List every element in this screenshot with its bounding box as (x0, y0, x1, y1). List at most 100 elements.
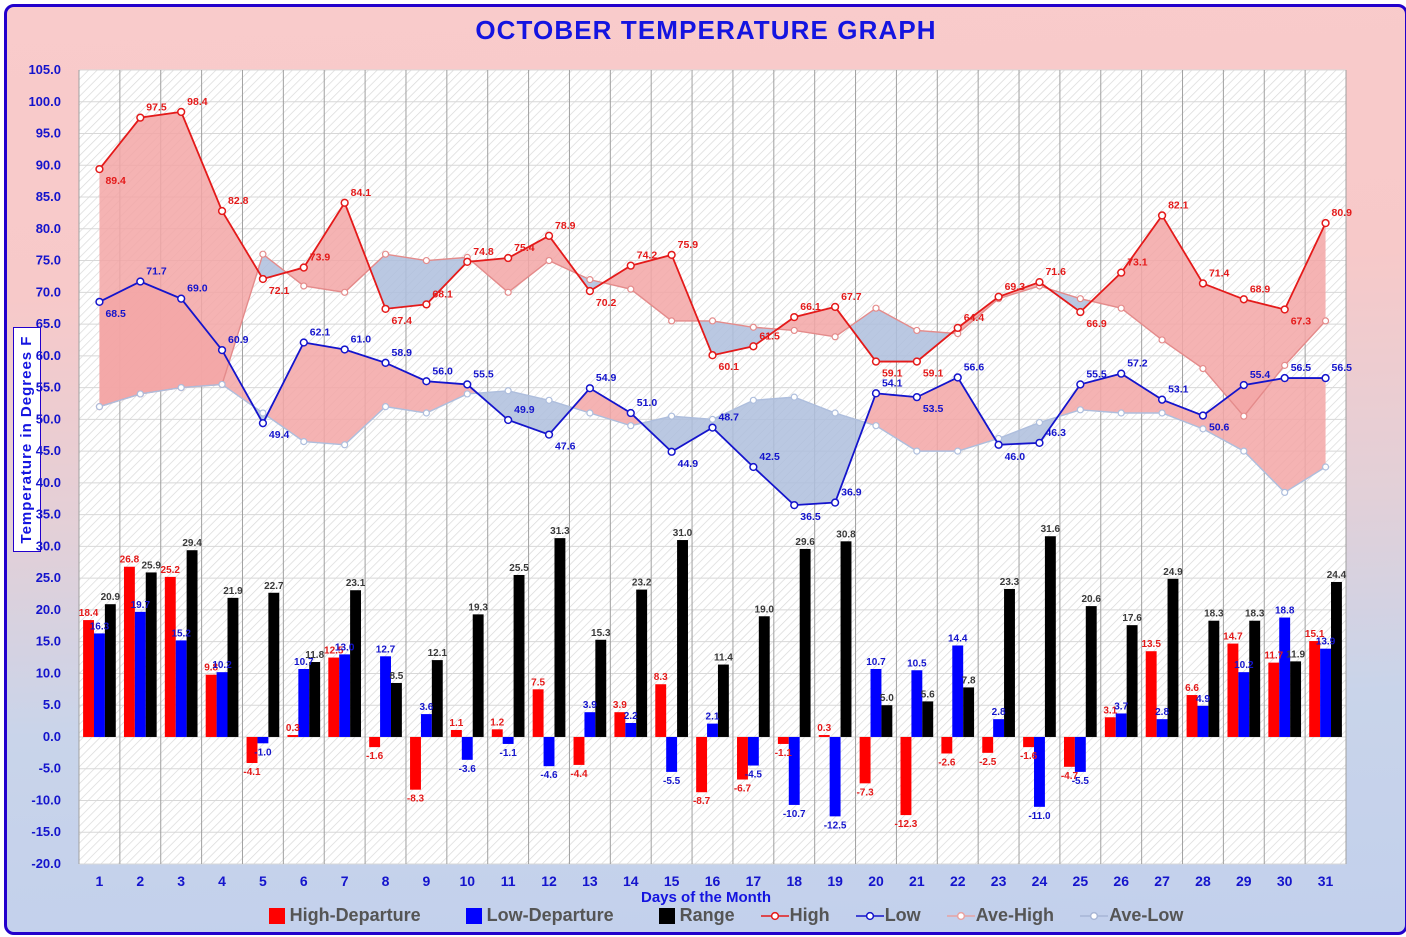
svg-text:49.9: 49.9 (514, 404, 535, 416)
svg-text:46.0: 46.0 (1005, 451, 1026, 463)
svg-text:47.6: 47.6 (555, 441, 576, 453)
svg-text:56.5: 56.5 (1332, 362, 1353, 374)
svg-text:15.2: 15.2 (171, 628, 191, 639)
svg-text:7.5: 7.5 (531, 677, 545, 688)
svg-text:24: 24 (1032, 873, 1048, 889)
svg-text:10.0: 10.0 (36, 665, 61, 680)
svg-text:53.1: 53.1 (1168, 384, 1189, 396)
svg-text:23.2: 23.2 (632, 578, 652, 589)
svg-text:73.1: 73.1 (1127, 257, 1148, 269)
svg-text:10.5: 10.5 (907, 658, 927, 669)
svg-text:67.4: 67.4 (392, 315, 413, 327)
svg-text:68.1: 68.1 (432, 288, 453, 300)
svg-text:31.6: 31.6 (1041, 524, 1061, 535)
svg-text:73.9: 73.9 (310, 252, 331, 264)
svg-text:-15.0: -15.0 (31, 824, 61, 839)
svg-text:11.8: 11.8 (305, 650, 324, 661)
svg-text:-11.0: -11.0 (1028, 811, 1051, 822)
svg-text:40.0: 40.0 (36, 475, 61, 490)
svg-text:23: 23 (991, 873, 1007, 889)
svg-text:-7.3: -7.3 (856, 787, 874, 798)
svg-text:13: 13 (582, 873, 598, 889)
svg-text:22: 22 (950, 873, 966, 889)
svg-text:68.5: 68.5 (105, 308, 126, 320)
svg-text:-5.0: -5.0 (39, 761, 61, 776)
svg-text:6: 6 (300, 873, 308, 889)
svg-text:89.4: 89.4 (105, 175, 126, 187)
svg-text:8: 8 (382, 873, 390, 889)
svg-text:54.9: 54.9 (596, 372, 617, 384)
svg-text:55.5: 55.5 (1086, 368, 1107, 380)
svg-text:21: 21 (909, 873, 925, 889)
svg-text:0.3: 0.3 (817, 723, 831, 734)
svg-text:19.0: 19.0 (755, 604, 775, 615)
svg-text:-1.6: -1.6 (1020, 751, 1038, 762)
svg-text:-4.6: -4.6 (540, 770, 558, 781)
svg-text:14.4: 14.4 (948, 633, 968, 644)
svg-text:5.0: 5.0 (880, 693, 894, 704)
svg-text:70.2: 70.2 (596, 297, 617, 309)
svg-text:58.9: 58.9 (392, 347, 413, 359)
svg-text:70.0: 70.0 (36, 284, 61, 299)
svg-text:5.6: 5.6 (921, 689, 935, 700)
svg-text:82.8: 82.8 (228, 195, 249, 207)
svg-text:11.4: 11.4 (714, 653, 733, 664)
svg-text:78.9: 78.9 (555, 220, 576, 232)
svg-text:16.3: 16.3 (90, 621, 110, 632)
svg-text:14: 14 (623, 873, 639, 889)
svg-text:50.6: 50.6 (1209, 422, 1230, 434)
svg-text:-1.6: -1.6 (366, 751, 384, 762)
svg-text:30: 30 (1277, 873, 1293, 889)
svg-text:7: 7 (341, 873, 349, 889)
svg-text:62.1: 62.1 (310, 327, 331, 339)
svg-text:11.9: 11.9 (1286, 649, 1305, 660)
svg-text:10.2: 10.2 (212, 660, 232, 671)
svg-text:27: 27 (1154, 873, 1170, 889)
svg-text:23.1: 23.1 (346, 578, 366, 589)
svg-text:10: 10 (459, 873, 475, 889)
svg-text:-4.1: -4.1 (243, 767, 261, 778)
svg-text:10.7: 10.7 (866, 657, 886, 668)
svg-text:19: 19 (827, 873, 843, 889)
svg-text:1.2: 1.2 (490, 717, 504, 728)
svg-text:0.0: 0.0 (43, 729, 61, 744)
svg-text:95.0: 95.0 (36, 126, 61, 141)
svg-text:-4.5: -4.5 (745, 770, 763, 781)
svg-text:18.8: 18.8 (1275, 606, 1295, 617)
svg-text:-12.3: -12.3 (895, 819, 918, 830)
svg-text:20.0: 20.0 (36, 602, 61, 617)
svg-text:53.5: 53.5 (923, 403, 944, 415)
svg-text:69.3: 69.3 (1005, 281, 1026, 293)
svg-text:36.9: 36.9 (841, 487, 862, 499)
svg-text:30.0: 30.0 (36, 538, 61, 553)
svg-text:75.9: 75.9 (678, 239, 699, 251)
svg-text:2.1: 2.1 (706, 712, 720, 723)
svg-text:66.1: 66.1 (800, 301, 821, 313)
svg-text:12.1: 12.1 (428, 648, 448, 659)
svg-text:-20.0: -20.0 (31, 856, 61, 871)
svg-text:65.0: 65.0 (36, 316, 61, 331)
svg-text:-6.7: -6.7 (734, 784, 752, 795)
svg-text:44.9: 44.9 (678, 458, 699, 470)
svg-text:60.9: 60.9 (228, 334, 249, 346)
svg-text:67.3: 67.3 (1291, 315, 1312, 327)
svg-text:24.9: 24.9 (1163, 567, 1183, 578)
svg-text:5.0: 5.0 (43, 697, 61, 712)
svg-text:20.6: 20.6 (1082, 594, 1102, 605)
svg-text:31.0: 31.0 (673, 528, 693, 539)
svg-text:80.9: 80.9 (1332, 207, 1353, 219)
svg-text:2.8: 2.8 (992, 707, 1006, 718)
svg-text:31.3: 31.3 (550, 526, 570, 537)
svg-text:-5.5: -5.5 (663, 776, 681, 787)
svg-text:54.1: 54.1 (882, 377, 903, 389)
svg-text:12.7: 12.7 (376, 644, 396, 655)
svg-text:4: 4 (218, 873, 226, 889)
svg-text:3: 3 (177, 873, 185, 889)
svg-text:16: 16 (705, 873, 721, 889)
svg-text:25.0: 25.0 (36, 570, 61, 585)
svg-text:3.7: 3.7 (1114, 701, 1128, 712)
svg-text:13.5: 13.5 (1141, 639, 1161, 650)
svg-text:100.0: 100.0 (28, 94, 61, 109)
svg-text:71.4: 71.4 (1209, 267, 1230, 279)
svg-text:15: 15 (664, 873, 680, 889)
